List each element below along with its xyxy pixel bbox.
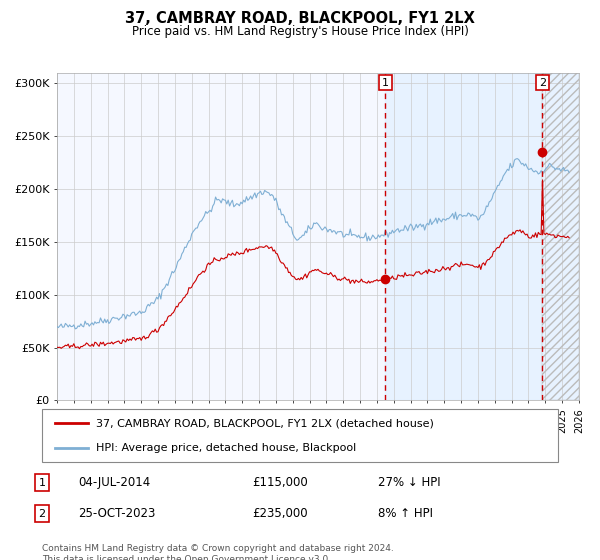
Text: Price paid vs. HM Land Registry's House Price Index (HPI): Price paid vs. HM Land Registry's House …: [131, 25, 469, 38]
Text: 25-OCT-2023: 25-OCT-2023: [78, 507, 155, 520]
Text: 2: 2: [539, 78, 546, 88]
Text: 37, CAMBRAY ROAD, BLACKPOOL, FY1 2LX: 37, CAMBRAY ROAD, BLACKPOOL, FY1 2LX: [125, 11, 475, 26]
FancyBboxPatch shape: [42, 409, 558, 462]
Text: 04-JUL-2014: 04-JUL-2014: [78, 476, 150, 489]
Text: £115,000: £115,000: [252, 476, 308, 489]
Text: 2: 2: [38, 508, 46, 519]
Bar: [542, 73, 579, 400]
Text: 37, CAMBRAY ROAD, BLACKPOOL, FY1 2LX (detached house): 37, CAMBRAY ROAD, BLACKPOOL, FY1 2LX (de…: [96, 418, 434, 428]
Text: 27% ↓ HPI: 27% ↓ HPI: [378, 476, 440, 489]
Text: HPI: Average price, detached house, Blackpool: HPI: Average price, detached house, Blac…: [96, 442, 356, 452]
Bar: [385, 73, 579, 400]
Text: 1: 1: [38, 478, 46, 488]
Text: 1: 1: [382, 78, 389, 88]
Text: £235,000: £235,000: [252, 507, 308, 520]
Text: Contains HM Land Registry data © Crown copyright and database right 2024.
This d: Contains HM Land Registry data © Crown c…: [42, 544, 394, 560]
Text: 8% ↑ HPI: 8% ↑ HPI: [378, 507, 433, 520]
